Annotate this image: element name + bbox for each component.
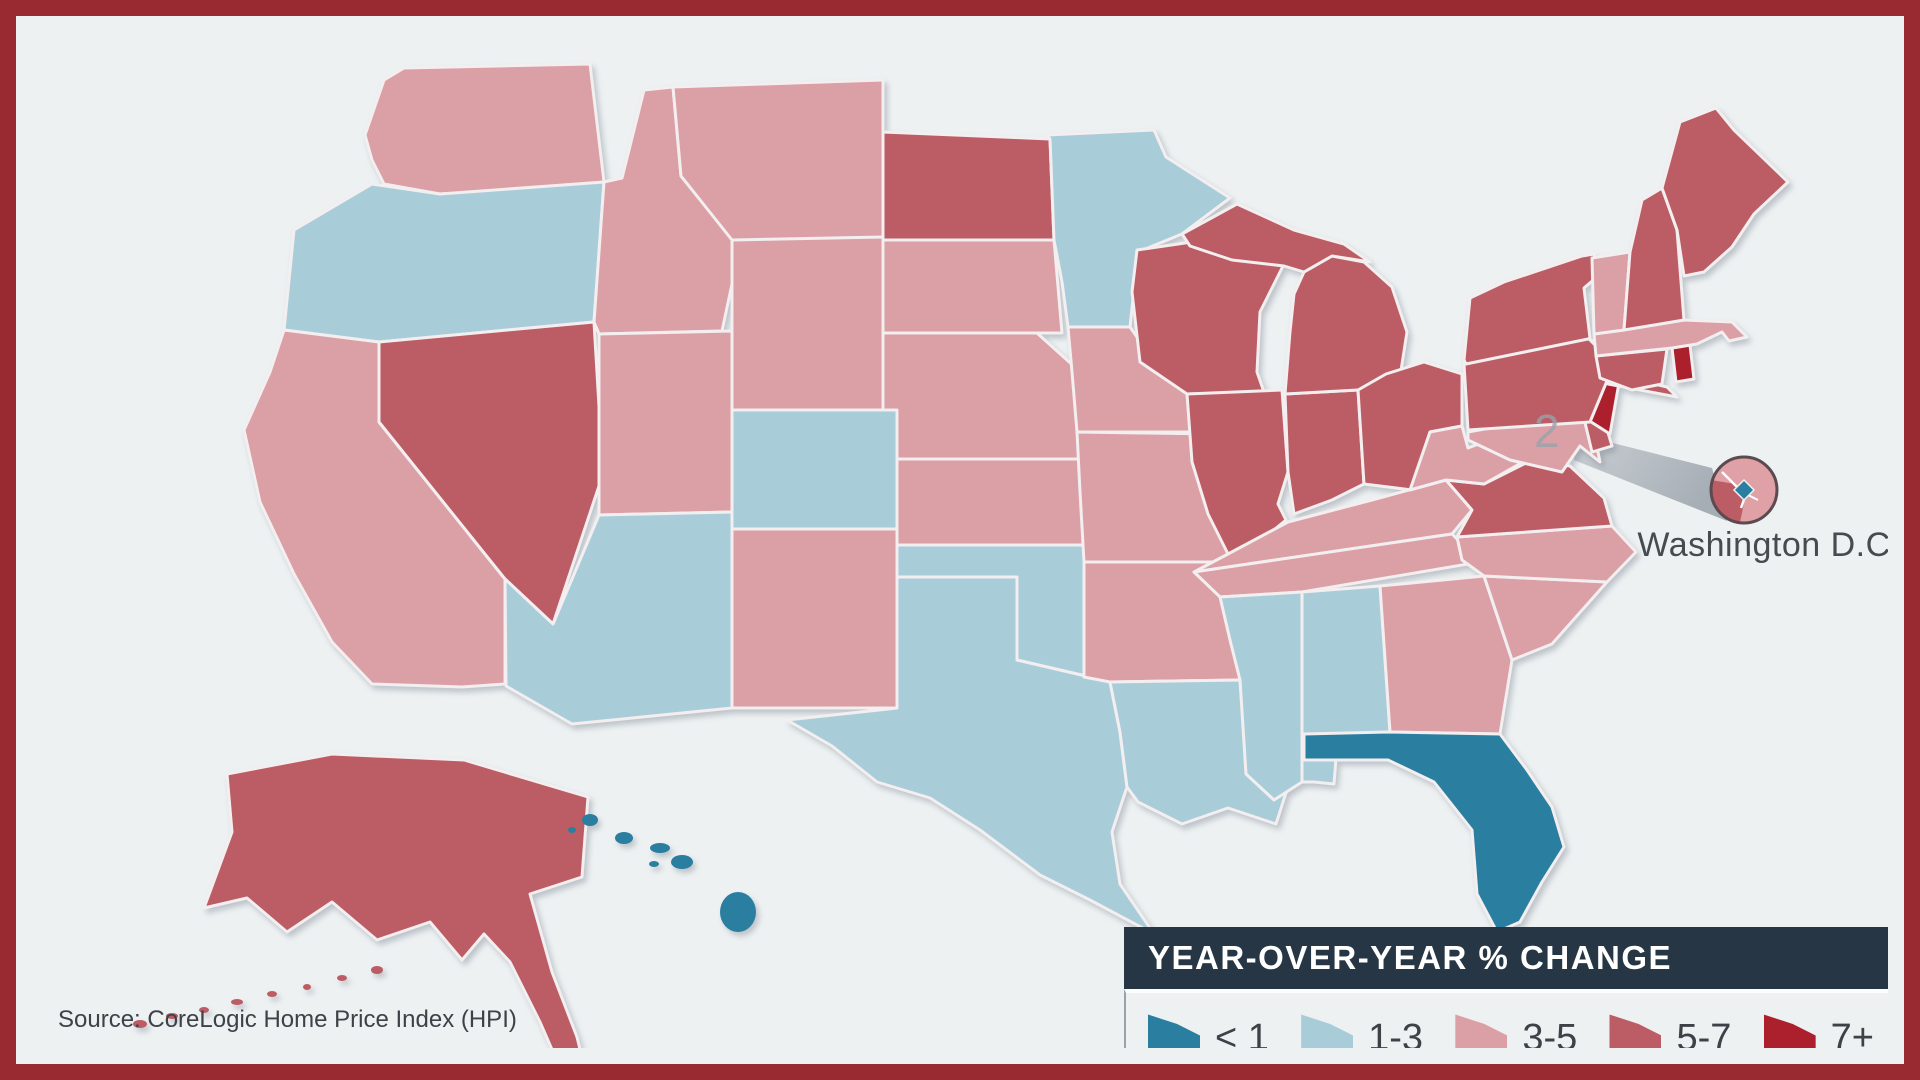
state-ak-island [133, 1020, 147, 1028]
legend-label-5-7: 5-7 [1676, 1016, 1732, 1049]
states-layer [133, 62, 1790, 1048]
legend-swatch-7plus [1763, 1014, 1816, 1048]
legend-label-1-3: 1-3 [1368, 1016, 1424, 1049]
state-ga [1378, 574, 1514, 736]
legend-swatch-5-7 [1609, 1014, 1662, 1048]
dc-callout [1709, 455, 1779, 525]
legend-item-1-3: 1-3 [1301, 1013, 1423, 1048]
state-hi-island [720, 892, 756, 932]
legend-item-5-7: 5-7 [1609, 1013, 1731, 1048]
state-ut [597, 329, 734, 517]
state-ak-island [231, 999, 243, 1005]
state-co [730, 408, 899, 531]
state-az [503, 510, 734, 726]
state-or [282, 180, 606, 344]
legend-swatch-lt1 [1148, 1014, 1200, 1048]
state-nd [881, 130, 1056, 242]
state-hi-island [649, 861, 659, 867]
state-fl [1302, 730, 1566, 934]
state-hi-island [615, 832, 633, 844]
legend: YEAR-OVER-YEAR % CHANGE < 1 1-3 3-5 5-7 [1124, 927, 1888, 1048]
state-ak-island [199, 1007, 209, 1013]
legend-label-7plus: 7+ [1830, 1016, 1874, 1049]
state-nm [730, 527, 899, 710]
legend-swatch-3-5 [1455, 1014, 1508, 1048]
source-note: Source: CoreLogic Home Price Index (HPI) [58, 1006, 517, 1033]
dc-callout-beam [1574, 434, 1727, 521]
state-hi-island [568, 827, 576, 833]
state-sd [881, 238, 1064, 335]
legend-title: YEAR-OVER-YEAR % CHANGE [1148, 939, 1673, 976]
legend-swatch-1-3 [1301, 1014, 1354, 1048]
gray-two-artifact: 2 [1534, 405, 1560, 457]
state-ak-island [166, 1013, 178, 1019]
state-ak-island [267, 991, 277, 997]
state-ks [895, 457, 1086, 547]
legend-item-lt1: < 1 [1148, 1013, 1269, 1048]
legend-item-7plus: 7+ [1763, 1013, 1874, 1049]
legend-body: < 1 1-3 3-5 5-7 7+ [1124, 989, 1888, 1048]
state-tn [1192, 532, 1482, 599]
state-me [1660, 106, 1790, 278]
state-ak-island [371, 966, 383, 974]
state-in [1283, 388, 1366, 516]
state-ne [881, 331, 1082, 461]
dc-district-diamond [1732, 478, 1756, 502]
state-wy [730, 235, 885, 412]
state-ak [202, 752, 590, 1048]
state-hi-island [650, 843, 670, 853]
legend-label-3-5: 3-5 [1522, 1016, 1578, 1049]
legend-header: YEAR-OVER-YEAR % CHANGE [1124, 927, 1888, 989]
state-ri [1670, 343, 1696, 384]
state-ak-island [303, 984, 311, 990]
map-area: 2 Washington D.C. YEAR-OVER-YEAR % CHANGE… [32, 32, 1888, 1048]
dc-callout-ring [1709, 455, 1779, 525]
state-mi [1180, 202, 1372, 274]
legend-label-lt1: < 1 [1215, 1016, 1269, 1049]
state-wa [363, 62, 606, 196]
us-map-svg: 2 Washington D.C. [133, 62, 1888, 1048]
legend-item-3-5: 3-5 [1455, 1013, 1577, 1048]
state-hi-island [582, 814, 598, 826]
washington-dc-label: Washington D.C. [1637, 526, 1888, 564]
state-hi-island [671, 855, 693, 869]
state-ak-island [337, 975, 347, 981]
